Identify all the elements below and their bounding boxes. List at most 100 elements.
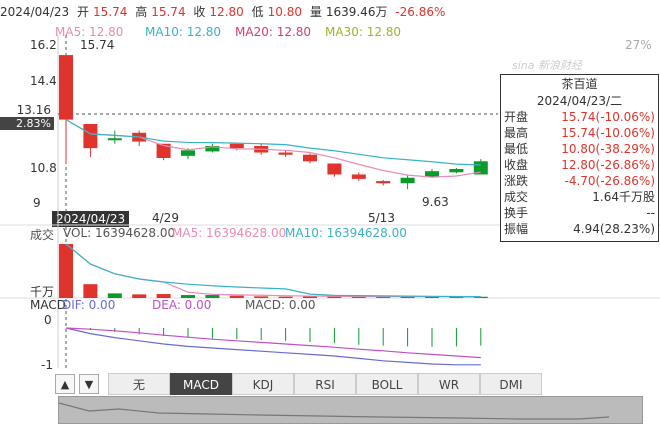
tooltip-row-value: 12.80(-26.86%) — [561, 158, 655, 172]
price-tick-2: 14.4 — [30, 74, 57, 88]
volume-ma10-line — [65, 243, 481, 298]
low-annotation: 9.63 — [422, 195, 449, 209]
candle-body — [181, 150, 195, 156]
header-date: 2024/04/23 — [0, 5, 70, 19]
tooltip-date: 2024/04/23/二 — [536, 94, 623, 108]
tab-rsi[interactable]: RSI — [294, 373, 356, 395]
x-label-1: 4/29 — [152, 211, 179, 225]
macd-dea: DEA: 0.00 — [152, 298, 212, 312]
tab-kdj[interactable]: KDJ — [232, 373, 294, 395]
macd-value: MACD: 0.00 — [245, 298, 316, 312]
volume-bar — [473, 296, 488, 298]
volume-bar — [205, 295, 220, 298]
cursor-price-box: 13.16 2.83% — [0, 104, 54, 130]
candle-body — [449, 168, 464, 173]
tooltip-row-label: 收盘 — [504, 158, 529, 172]
high-label: 高 — [135, 5, 148, 19]
volume-bar — [376, 296, 391, 298]
tooltip-row-value: 15.74(-10.06%) — [561, 110, 655, 124]
cursor-price: 13.16 — [0, 104, 54, 117]
price-tick-1: 16.2 — [30, 38, 57, 52]
volume-bar — [156, 294, 171, 298]
volume-ma10: MA10: 16394628.00 — [285, 226, 407, 240]
scroll-down-button[interactable]: ▼ — [79, 374, 99, 394]
tooltip-row: 最低 10.80(-38.29%) — [501, 141, 658, 157]
data-tooltip: 茶百道 2024/04/23/二 开盘 15.74(-10.06%) 最高 15.74… — [500, 74, 659, 242]
open-value: 15.74 — [93, 5, 128, 19]
tooltip-row: 振幅 4.94(28.23%) — [501, 221, 658, 237]
dif-line — [65, 327, 481, 366]
volume-bar — [181, 295, 195, 298]
candle-body — [205, 145, 220, 152]
tooltip-row-value: 10.80(-38.29%) — [561, 142, 655, 156]
ma30-legend: MA30: 12.80 — [325, 25, 402, 39]
volume-bar — [327, 296, 342, 298]
tab-none[interactable]: 无 — [108, 373, 170, 395]
close-value: 12.80 — [209, 5, 244, 19]
tooltip-row-label: 成交 — [504, 190, 529, 204]
tab-wr[interactable]: WR — [418, 373, 480, 395]
watermark: sina 新浪财经 — [512, 59, 582, 72]
volume-bar — [83, 284, 98, 298]
tab-macd[interactable]: MACD — [170, 373, 232, 395]
volume-bar — [400, 296, 415, 298]
candle-body — [59, 55, 73, 120]
tooltip-row-value: 15.74(-10.06%) — [561, 126, 655, 140]
tab-boll[interactable]: BOLL — [356, 373, 418, 395]
tooltip-row: 收盘 12.80(-26.86%) — [501, 157, 658, 173]
candle-body — [303, 154, 317, 162]
candle-body — [327, 163, 342, 175]
candle-body — [107, 138, 122, 141]
range-navigator[interactable] — [58, 396, 643, 424]
volume-ma5: MA5: 16394628.00 — [172, 226, 287, 240]
price-tick-3: 10.8 — [30, 161, 57, 175]
volume-bar — [254, 296, 269, 298]
macd-tick-0: 0 — [44, 313, 52, 327]
tooltip-row: 最高 15.74(-10.06%) — [501, 125, 658, 141]
volume-bar — [59, 244, 73, 298]
high-annotation: 15.74 — [80, 38, 115, 52]
volume-bar — [303, 296, 317, 298]
vol-value: 1639.46万 — [325, 5, 388, 19]
tooltip-name: 茶百道 — [561, 77, 598, 91]
macd-dif: DIF: 0.00 — [62, 298, 116, 312]
low-label: 低 — [251, 5, 264, 19]
ma20-legend: MA20: 12.80 — [235, 25, 312, 39]
tooltip-row-label: 最高 — [504, 126, 529, 140]
low-value: 10.80 — [267, 5, 302, 19]
tooltip-row: 涨跌 -4.70(-26.86%) — [501, 173, 658, 189]
price-tick-4: 9 — [33, 196, 41, 210]
tooltip-row-label: 振幅 — [504, 222, 529, 236]
tooltip-row: 换手 -- — [501, 205, 658, 221]
tooltip-row: 开盘 15.74(-10.06%) — [501, 109, 658, 125]
tooltip-row-label: 换手 — [504, 206, 529, 220]
macd-tick-neg1: -1 — [41, 358, 53, 372]
volume-bar — [132, 294, 147, 298]
candle-body — [400, 177, 415, 184]
open-label: 开 — [77, 5, 90, 19]
tooltip-row-value: 1.64千万股 — [592, 190, 655, 204]
volume-bar — [351, 296, 366, 298]
volume-bar — [449, 296, 464, 298]
cursor-date-box: 2024/04/23 — [52, 211, 130, 227]
macd-title: MACD — [30, 298, 66, 312]
change-value: -26.86% — [395, 5, 446, 19]
tooltip-row-value: 4.94(28.23%) — [573, 222, 655, 236]
tooltip-row: 成交 1.64千万股 — [501, 189, 658, 205]
tab-dmi[interactable]: DMI — [480, 373, 542, 395]
volume-bar — [107, 293, 122, 298]
tooltip-row-value: -4.70(-26.86%) — [564, 174, 656, 188]
ma10-line — [65, 119, 481, 166]
tooltip-row-label: 最低 — [504, 142, 529, 156]
ma5-legend: MA5: 12.80 — [55, 25, 124, 39]
candle-body — [278, 152, 293, 155]
candle-body — [351, 174, 366, 179]
volume-vol: VOL: 16394628.00 — [63, 226, 176, 240]
candle-body — [83, 124, 98, 149]
scroll-up-button[interactable]: ▲ — [55, 374, 75, 394]
candle-body — [425, 171, 439, 177]
close-label: 收 — [193, 5, 206, 19]
volume-bar — [425, 296, 439, 298]
cursor-pct: 2.83% — [16, 117, 51, 130]
